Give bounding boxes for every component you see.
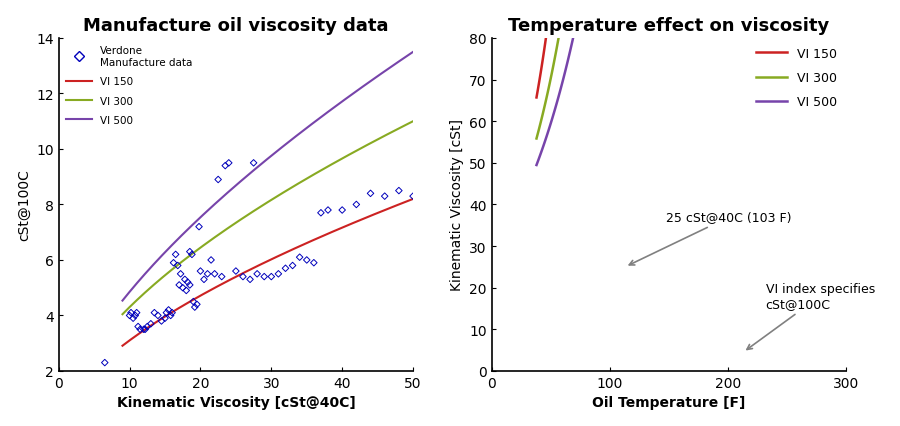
- Point: [183, 249, 197, 256]
- Point: [221, 160, 236, 167]
- Point: [186, 299, 201, 305]
- Point: [97, 360, 112, 366]
- Point: [257, 273, 272, 280]
- Point: [183, 282, 197, 289]
- Point: [264, 273, 278, 280]
- Point: [204, 257, 219, 264]
- Point: [307, 260, 321, 267]
- Point: [176, 285, 190, 291]
- Point: [247, 160, 261, 167]
- Point: [130, 323, 145, 330]
- Text: 25 cSt@40C (103 F): 25 cSt@40C (103 F): [629, 211, 792, 265]
- Point: [138, 326, 152, 333]
- Point: [211, 177, 225, 184]
- Point: [218, 163, 232, 170]
- Point: [128, 312, 142, 319]
- Point: [187, 304, 202, 311]
- Point: [133, 326, 148, 333]
- Point: [349, 201, 364, 208]
- Point: [144, 321, 158, 328]
- Point: [285, 262, 300, 269]
- Point: [174, 271, 188, 278]
- Point: [207, 271, 221, 278]
- Point: [130, 310, 144, 317]
- Point: [271, 271, 285, 278]
- Point: [154, 318, 168, 325]
- Point: [150, 312, 165, 319]
- Point: [392, 188, 406, 195]
- Point: [168, 251, 183, 258]
- Point: [314, 210, 328, 217]
- Point: [181, 279, 195, 286]
- Point: [377, 193, 392, 200]
- Point: [278, 265, 293, 272]
- Point: [194, 268, 208, 275]
- Title: Manufacture oil viscosity data: Manufacture oil viscosity data: [83, 17, 389, 35]
- Point: [406, 193, 420, 200]
- Legend: VI 150, VI 300, VI 500: VI 150, VI 300, VI 500: [751, 43, 842, 114]
- Point: [159, 310, 174, 317]
- Point: [126, 315, 140, 322]
- Y-axis label: Kinematic Viscosity [cSt]: Kinematic Viscosity [cSt]: [450, 119, 464, 291]
- Point: [148, 310, 162, 317]
- Point: [335, 207, 349, 214]
- Text: VI index specifies
cSt@100C: VI index specifies cSt@100C: [747, 282, 875, 350]
- Point: [229, 268, 243, 275]
- Point: [172, 282, 186, 289]
- Legend: Verdone
Manufacture data, VI 150, VI 300, VI 500: Verdone Manufacture data, VI 150, VI 300…: [62, 42, 197, 130]
- Point: [320, 207, 335, 214]
- Point: [166, 260, 181, 267]
- Point: [192, 224, 206, 230]
- Point: [197, 276, 211, 283]
- Y-axis label: cSt@100C: cSt@100C: [17, 169, 31, 241]
- Point: [190, 301, 204, 308]
- Point: [124, 310, 139, 317]
- Point: [214, 273, 229, 280]
- Point: [179, 288, 194, 294]
- Point: [184, 251, 199, 258]
- Point: [122, 312, 137, 319]
- Point: [250, 271, 265, 278]
- Point: [364, 190, 378, 197]
- Title: Temperature effect on viscosity: Temperature effect on viscosity: [508, 17, 830, 35]
- Point: [243, 276, 257, 283]
- X-axis label: Kinematic Viscosity [cSt@40C]: Kinematic Viscosity [cSt@40C]: [116, 395, 356, 409]
- Point: [177, 276, 192, 283]
- Point: [158, 315, 172, 322]
- Point: [236, 273, 250, 280]
- Point: [292, 254, 307, 261]
- Point: [140, 323, 155, 330]
- Point: [164, 312, 178, 319]
- Point: [137, 326, 151, 333]
- Point: [171, 262, 185, 269]
- Point: [300, 257, 314, 264]
- Point: [165, 310, 179, 317]
- Point: [201, 271, 215, 278]
- X-axis label: Oil Temperature [F]: Oil Temperature [F]: [592, 395, 745, 409]
- Point: [161, 307, 176, 314]
